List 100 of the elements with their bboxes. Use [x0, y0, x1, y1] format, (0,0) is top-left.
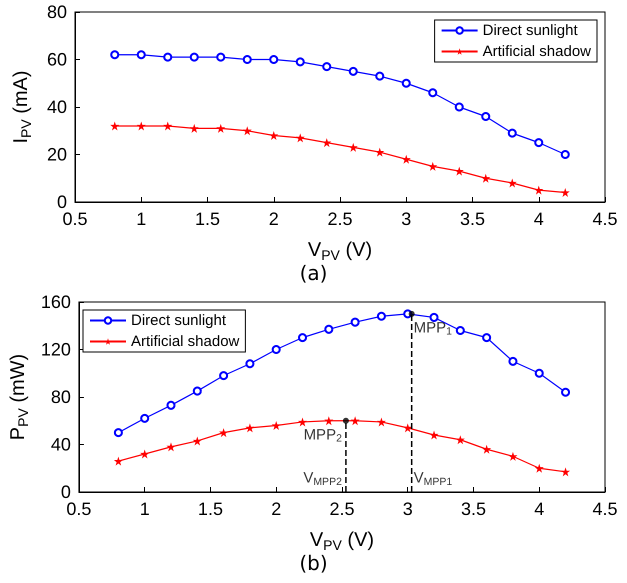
point	[324, 416, 334, 426]
point	[324, 324, 334, 334]
y-axis-title: IPV (mA)	[10, 70, 34, 144]
x-tick-label: 1	[136, 209, 146, 229]
point	[402, 154, 411, 164]
point	[136, 122, 146, 130]
point	[481, 112, 490, 121]
y-tick-label: 160	[40, 292, 71, 312]
point	[245, 359, 254, 368]
y-tick-label: 40	[46, 97, 67, 117]
point	[534, 138, 544, 148]
x-tick-label: 4	[534, 499, 544, 519]
point	[428, 162, 438, 171]
point	[561, 467, 570, 476]
point	[296, 133, 305, 142]
x-tick-label: 0.5	[62, 209, 88, 229]
point	[114, 428, 123, 438]
point	[192, 386, 202, 396]
point	[508, 452, 518, 461]
point	[163, 122, 172, 130]
y-axis-title: PPV (mW)	[7, 354, 31, 440]
point	[190, 124, 199, 133]
y-tick-label: 120	[40, 340, 71, 360]
point	[481, 174, 490, 183]
point	[242, 126, 252, 136]
point	[408, 310, 415, 317]
point	[166, 400, 176, 410]
point	[192, 436, 202, 446]
point	[272, 421, 281, 430]
point	[219, 371, 228, 380]
point	[140, 414, 150, 423]
point	[216, 124, 226, 133]
x-tick-label: 2.5	[329, 499, 354, 519]
point	[296, 57, 305, 66]
point	[190, 52, 199, 62]
x-tick-label: 4	[534, 209, 544, 229]
point	[560, 188, 570, 197]
point	[114, 456, 123, 466]
point	[269, 131, 278, 140]
y-tick-label: 0	[60, 482, 71, 502]
point	[110, 50, 120, 60]
point	[216, 52, 226, 62]
point	[534, 186, 544, 195]
x-tick-label: 4.5	[592, 499, 618, 519]
point	[430, 312, 439, 322]
x-tick-label: 3.5	[460, 499, 486, 519]
legend-label: Artificial shadow	[482, 43, 592, 60]
x-tick-label: 4.5	[592, 209, 618, 229]
point	[140, 450, 150, 458]
point	[560, 150, 570, 159]
point	[375, 72, 384, 81]
point	[269, 55, 278, 64]
point	[561, 388, 570, 397]
point	[245, 423, 254, 432]
point	[348, 66, 358, 76]
point	[298, 333, 308, 342]
y-tick-label: 20	[46, 144, 67, 164]
legend-label: Direct sunlight	[482, 22, 578, 39]
point	[342, 418, 349, 424]
x-tick-label: 2	[271, 499, 282, 519]
point	[163, 52, 172, 62]
point	[508, 128, 517, 138]
y-tick-label: 60	[46, 50, 67, 70]
point	[430, 430, 439, 440]
legend-label: Artificial shadow	[131, 333, 240, 350]
text: (b)	[299, 551, 328, 575]
point	[322, 62, 332, 72]
point	[402, 78, 411, 88]
x-tick-label: 0.5	[66, 499, 92, 519]
point	[110, 122, 120, 130]
point	[136, 50, 146, 60]
x-tick-label: 1	[140, 499, 150, 519]
point	[242, 55, 252, 64]
x-tick-label: 1.5	[198, 499, 223, 519]
point	[350, 318, 360, 327]
x-tick-label: 2.5	[327, 209, 353, 229]
y-tick-label: 80	[50, 387, 71, 407]
point	[534, 368, 544, 378]
legend-label: Direct sunlight	[131, 312, 227, 329]
point	[166, 442, 176, 452]
text: (a)	[300, 261, 328, 285]
point	[428, 88, 438, 98]
y-tick-label: 80	[46, 2, 67, 22]
point	[376, 417, 386, 426]
y-tick-label: 40	[50, 434, 71, 454]
point	[454, 102, 464, 112]
point	[482, 444, 492, 454]
point	[508, 356, 518, 366]
point	[272, 345, 281, 354]
point	[348, 142, 358, 152]
x-tick-label: 2	[268, 209, 279, 229]
x-tick-label: 3.5	[460, 209, 486, 229]
point	[482, 333, 492, 342]
point	[456, 326, 465, 335]
point	[298, 417, 308, 426]
point	[534, 464, 544, 473]
point	[508, 178, 517, 188]
x-tick-label: 3	[402, 499, 413, 519]
x-tick-label: 1.5	[194, 209, 220, 229]
x-tick-label: 3	[401, 209, 412, 229]
